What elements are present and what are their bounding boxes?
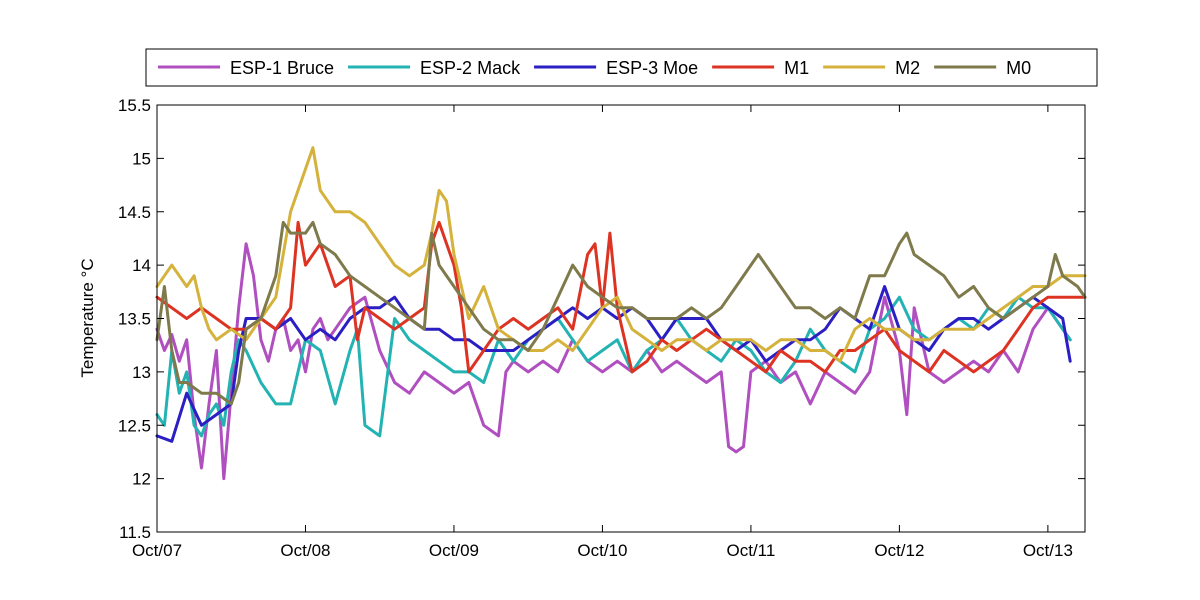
y-tick-label: 15.5 xyxy=(118,96,151,115)
y-tick-label: 15 xyxy=(132,149,151,168)
y-tick-label: 13.5 xyxy=(118,310,151,329)
legend-label: M2 xyxy=(895,58,920,78)
x-tick-label: Oct/11 xyxy=(727,541,776,560)
y-tick-label: 12 xyxy=(132,470,151,489)
series-line-6 xyxy=(155,220,1087,406)
x-tick-label: Oct/08 xyxy=(280,541,330,560)
y-tick-label: 13 xyxy=(132,363,151,382)
legend-entry-4: M1 xyxy=(712,58,809,78)
legend-entry-2: ESP-2 Mack xyxy=(348,58,521,78)
series-line-5 xyxy=(155,146,1087,363)
y-tick-label: 14.5 xyxy=(118,203,151,222)
series-layer xyxy=(155,146,1087,481)
y-tick-label: 12.5 xyxy=(118,416,151,435)
y-tick-label: 14 xyxy=(132,256,151,275)
series-line-4 xyxy=(155,220,1087,374)
x-tick-label: Oct/13 xyxy=(1023,541,1073,560)
legend-label: ESP-1 Bruce xyxy=(230,58,334,78)
legend-label: M0 xyxy=(1006,58,1031,78)
x-tick-label: Oct/12 xyxy=(874,541,924,560)
x-tick-label: Oct/09 xyxy=(429,541,479,560)
y-tick-label: 11.5 xyxy=(119,523,151,542)
legend-label: ESP-3 Moe xyxy=(606,58,698,78)
y-axis-label: Temperature °C xyxy=(78,258,97,377)
x-tick-label: Oct/07 xyxy=(132,541,182,560)
legend-entry-3: ESP-3 Moe xyxy=(534,58,698,78)
legend-entry-5: M2 xyxy=(823,58,920,78)
legend-entry-6: M0 xyxy=(934,58,1031,78)
legend-label: M1 xyxy=(784,58,809,78)
legend-label: ESP-2 Mack xyxy=(420,58,521,78)
legend-entry-1: ESP-1 Bruce xyxy=(158,58,334,78)
series-line-3 xyxy=(155,285,1072,443)
legend: ESP-1 Bruce ESP-2 Mack ESP-3 Moe M1 M2 M0 xyxy=(145,48,1098,87)
ticks-layer: Oct/07 Oct/08 Oct/09 Oct/10 Oct/11 Oct/12 Oct/… xyxy=(118,96,1085,560)
x-tick-label: Oct/10 xyxy=(577,541,627,560)
